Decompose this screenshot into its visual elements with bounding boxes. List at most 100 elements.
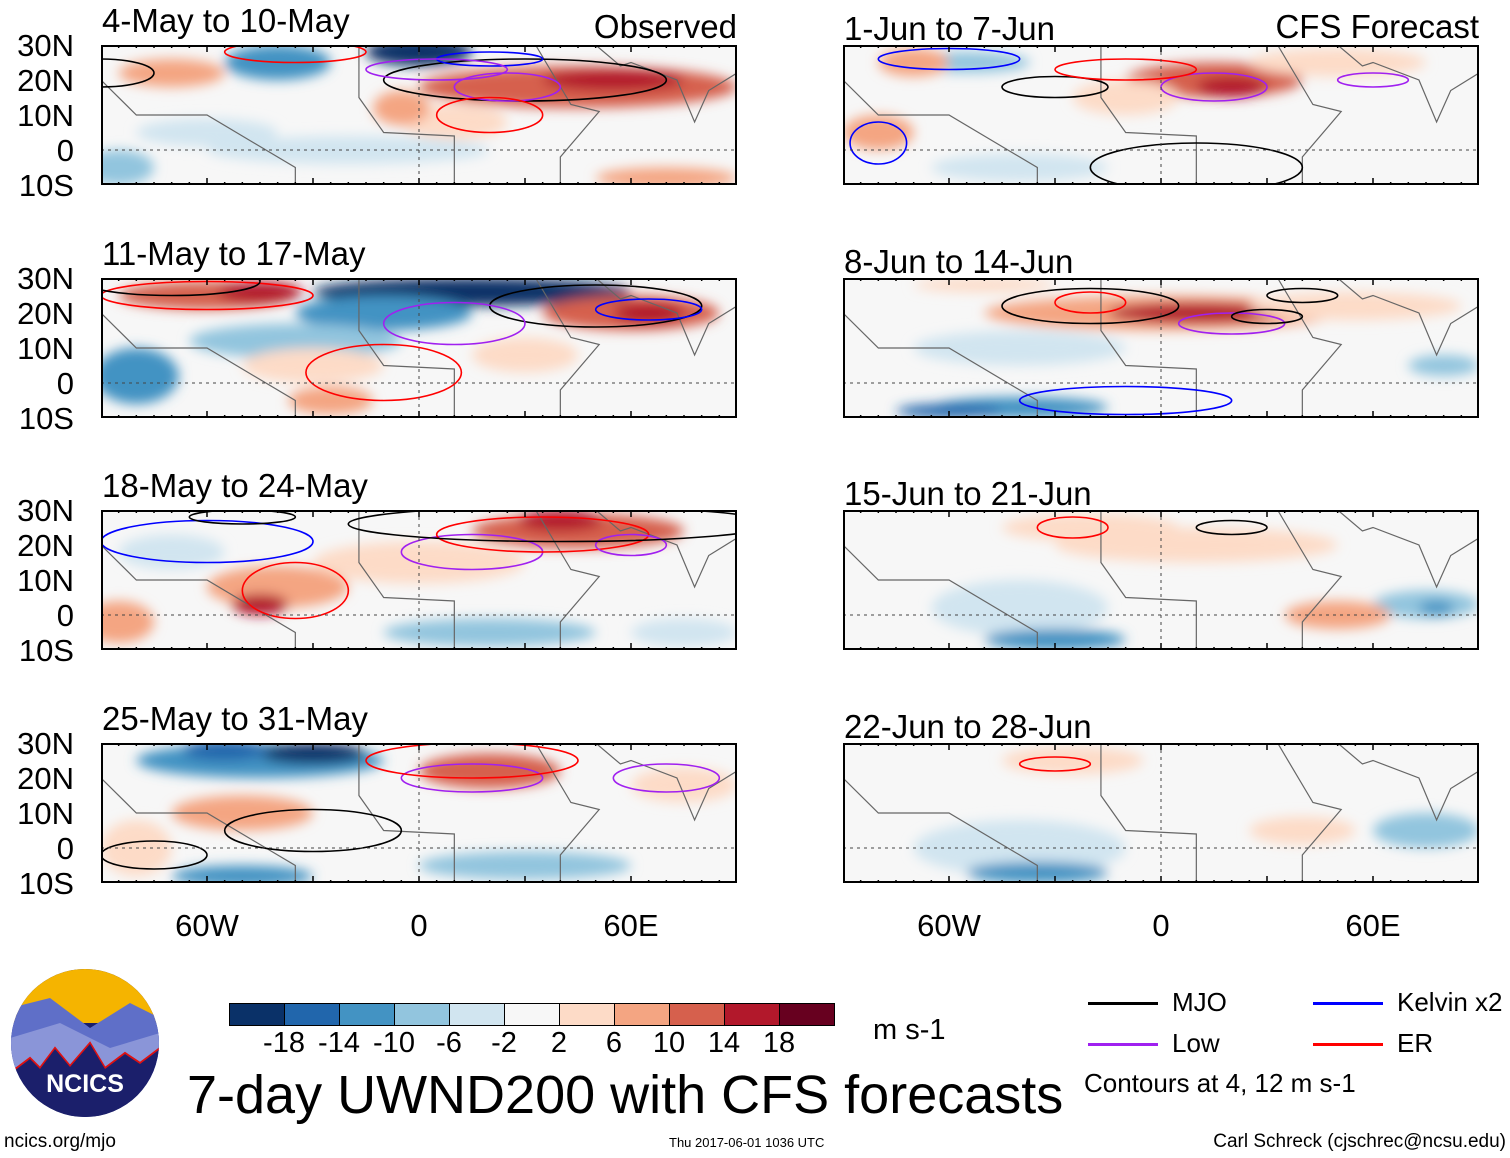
lat-tick-label: 20N	[17, 761, 74, 796]
coastline	[101, 278, 737, 418]
lat-tick-label: 10N	[17, 98, 74, 133]
anomaly-region	[1002, 746, 1144, 775]
panel-title: 18-May to 24-May	[102, 467, 368, 504]
contour-mjo	[101, 840, 208, 870]
column-heading: CFS Forecast	[1275, 8, 1479, 45]
colorbar-label: 6	[605, 1027, 623, 1059]
contour-kelvin-x2	[101, 519, 314, 564]
colorbar-label: -10	[373, 1027, 415, 1059]
contour-note: Contours at 4, 12 m s-1	[1084, 1068, 1356, 1098]
footer-url[interactable]: ncics.org/mjo	[4, 1131, 116, 1152]
colorbar-swatch	[339, 1003, 395, 1026]
contour-er	[1054, 291, 1127, 314]
lat-tick-label: 0	[56, 598, 74, 633]
anomaly-region	[1072, 80, 1179, 115]
lat-tick-label: 0	[56, 366, 74, 401]
lat-tick-label: 10S	[18, 168, 74, 203]
lon-tick-label: 60E	[603, 908, 659, 943]
anomaly-region	[182, 743, 268, 761]
anomaly-region	[118, 534, 225, 570]
column-heading: Observed	[593, 8, 737, 45]
contour-mjo	[188, 510, 297, 525]
colorbar-label: 2	[550, 1027, 568, 1059]
contour-mjo	[1266, 287, 1339, 304]
anomaly-region	[373, 90, 430, 126]
contour-kelvin-x2	[594, 298, 703, 321]
map-panel	[101, 45, 737, 185]
map-panel	[843, 743, 1479, 883]
map-panel	[101, 743, 737, 883]
contour-low	[1177, 312, 1286, 335]
colorbar-swatch	[614, 1003, 670, 1026]
anomaly-region	[1284, 601, 1391, 629]
anomaly-region	[1249, 292, 1462, 320]
anomaly-region	[217, 281, 303, 303]
contour-er	[223, 45, 367, 64]
colorbar-label: 18	[762, 1027, 796, 1059]
contour-er	[365, 743, 579, 779]
anomaly-region	[631, 618, 737, 647]
colorbar-swatch	[724, 1003, 780, 1026]
anomaly-region	[260, 743, 366, 764]
contour-mjo	[223, 808, 403, 853]
colorbar-swatch	[669, 1003, 725, 1026]
lat-tick-label: 10N	[17, 796, 74, 831]
contour-mjo	[347, 510, 737, 543]
map-panel	[843, 45, 1479, 185]
legend-line	[1088, 1002, 1158, 1005]
colorbar-label: -2	[491, 1027, 517, 1059]
lat-tick-label: 20N	[17, 63, 74, 98]
anomaly-region	[1408, 355, 1479, 376]
lat-tick-label: 10N	[17, 563, 74, 598]
colorbar-swatch	[779, 1003, 835, 1026]
contour-kelvin-x2	[849, 121, 908, 165]
map-panel	[843, 510, 1479, 650]
panel-title: 4-May to 10-May	[102, 2, 350, 39]
lat-tick-label: 10S	[18, 633, 74, 668]
legend-label: Kelvin x2	[1397, 987, 1503, 1017]
contour-er	[435, 96, 544, 134]
lat-tick-label: 10S	[18, 866, 74, 901]
panel-title: 11-May to 17-May	[102, 235, 366, 272]
colorbar-label: -18	[263, 1027, 305, 1059]
lat-tick-label: 10N	[17, 331, 74, 366]
contour-mjo	[1001, 287, 1180, 325]
logo-text: NCICS	[46, 1070, 124, 1098]
anomaly-region	[1249, 48, 1426, 77]
anomaly-region	[383, 618, 596, 647]
anomaly-region	[101, 150, 154, 185]
legend-line	[1313, 1043, 1383, 1046]
anomaly-region	[1249, 816, 1356, 845]
coastline	[843, 45, 1479, 185]
anomaly-region	[931, 580, 1108, 636]
coastline	[101, 743, 737, 883]
anomaly-region	[517, 510, 603, 531]
legend-line	[1088, 1043, 1158, 1046]
contour-mjo	[101, 58, 155, 88]
contour-low	[382, 301, 526, 346]
anomaly-region	[1418, 601, 1455, 615]
coastline	[101, 45, 737, 185]
contour-low	[612, 763, 721, 793]
anomaly-region	[419, 851, 631, 880]
anomaly-region	[118, 59, 225, 87]
anomaly-region	[631, 767, 737, 803]
contour-low	[453, 72, 562, 102]
anomaly-region	[189, 323, 402, 359]
contour-low	[400, 763, 544, 793]
legend-line	[1313, 1002, 1383, 1005]
anomaly-region	[288, 386, 374, 415]
contour-low	[1336, 72, 1410, 88]
legend-label: ER	[1397, 1028, 1434, 1058]
colorbar-units: m s-1	[873, 1014, 946, 1046]
colorbar-swatch	[229, 1003, 285, 1026]
anomaly-region	[101, 348, 179, 404]
colorbar-swatch	[449, 1003, 505, 1026]
lat-tick-label: 20N	[17, 528, 74, 563]
anomaly-region	[419, 753, 561, 789]
anomaly-region	[1373, 813, 1479, 848]
contour-er	[1036, 516, 1109, 539]
contour-mjo	[1230, 308, 1304, 325]
anomaly-region	[984, 629, 1126, 650]
contour-er	[1054, 58, 1198, 81]
